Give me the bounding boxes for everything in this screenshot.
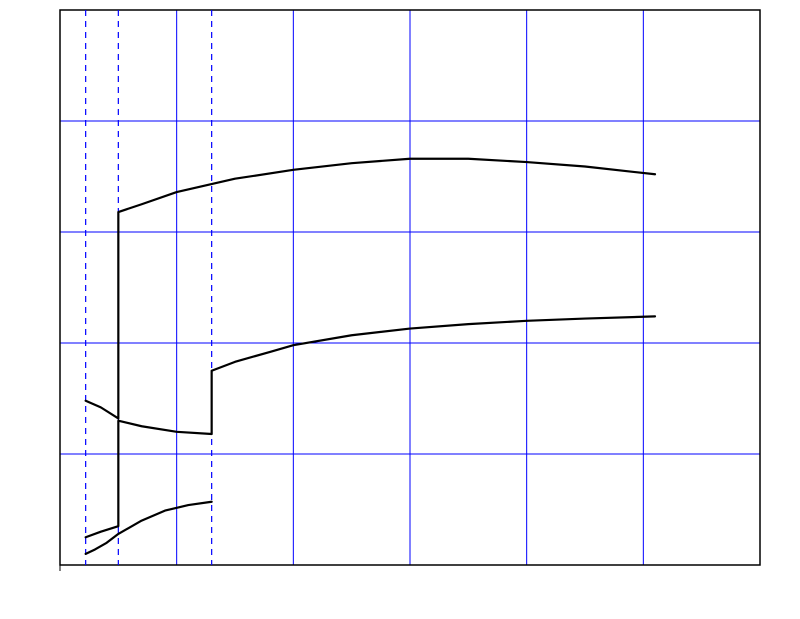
phase-diagram-chart — [0, 0, 800, 619]
